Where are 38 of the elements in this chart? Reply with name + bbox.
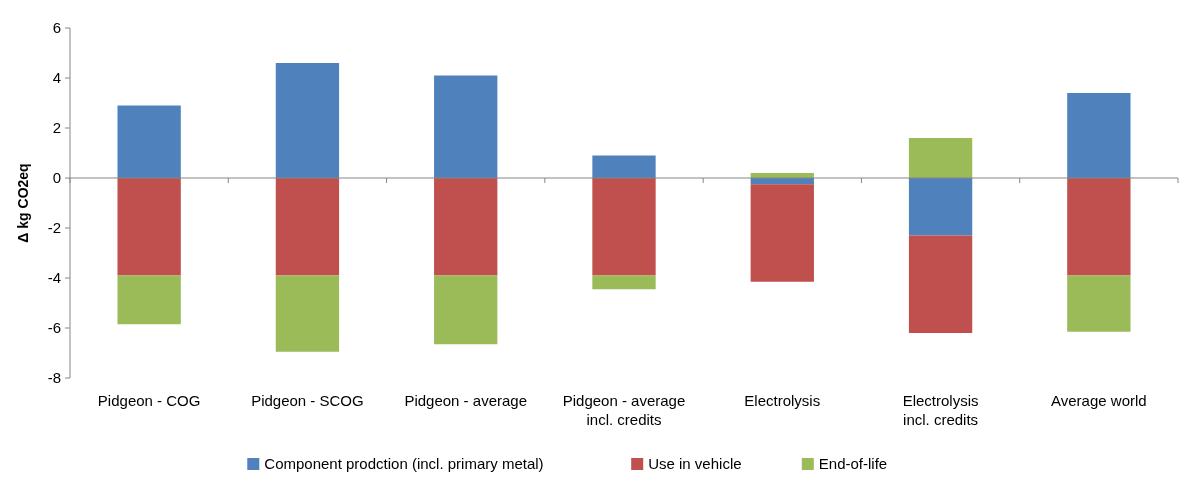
y-tick-label: -2 bbox=[47, 219, 61, 237]
bar bbox=[592, 178, 656, 276]
legend-label: Component prodction (incl. primary metal) bbox=[264, 455, 544, 473]
bar bbox=[908, 178, 973, 236]
legend-label: End-of-life bbox=[818, 455, 888, 473]
legend-label: Use in vehicle bbox=[648, 455, 742, 473]
bar bbox=[434, 178, 498, 276]
bar bbox=[908, 138, 973, 178]
x-tick-label: Electrolysis bbox=[744, 392, 821, 409]
y-tick-label: 6 bbox=[52, 19, 61, 37]
bar bbox=[1067, 178, 1131, 276]
bar bbox=[750, 184, 814, 282]
x-tick-label: Average world bbox=[1051, 392, 1147, 409]
x-tick-label: Pidgeon - average bbox=[404, 392, 528, 409]
y-axis-title: Δ kg CO2eq bbox=[15, 163, 31, 243]
bar bbox=[434, 275, 498, 345]
y-tick-label: 0 bbox=[52, 169, 61, 187]
bar bbox=[275, 275, 340, 352]
bar bbox=[275, 63, 340, 178]
bar bbox=[117, 178, 181, 276]
y-tick-label: 4 bbox=[52, 69, 61, 87]
y-tick-label: 2 bbox=[52, 119, 61, 137]
bar bbox=[275, 178, 340, 276]
bar bbox=[908, 235, 973, 333]
y-tick-label: -6 bbox=[47, 319, 61, 337]
x-tick-label: Pidgeon - SCOG bbox=[251, 392, 364, 409]
x-tick-label: Electrolysis incl. credits bbox=[902, 392, 979, 428]
bar bbox=[592, 155, 656, 178]
bar bbox=[117, 275, 181, 325]
bar bbox=[592, 275, 656, 290]
x-tick-label: Pidgeon - average incl. credits bbox=[562, 392, 686, 428]
x-tick-label: Pidgeon - COG bbox=[97, 392, 201, 409]
bar bbox=[117, 105, 181, 178]
y-tick-label: -4 bbox=[47, 269, 61, 287]
bar bbox=[1067, 275, 1131, 332]
bar bbox=[1067, 93, 1131, 178]
bar bbox=[434, 75, 498, 178]
y-tick-label: -8 bbox=[47, 369, 61, 387]
